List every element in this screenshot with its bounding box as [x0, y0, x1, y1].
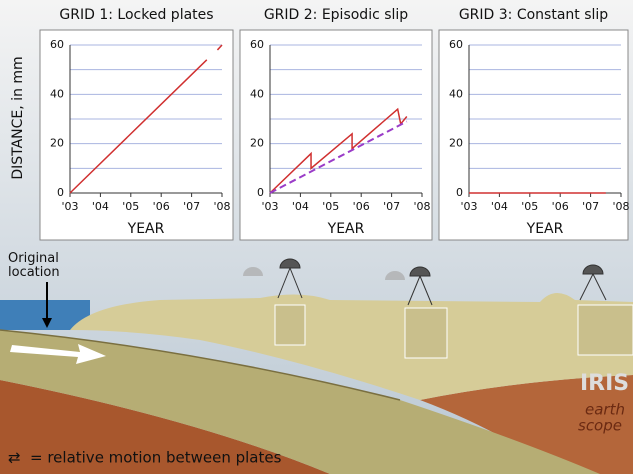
pointer-head [42, 318, 52, 328]
y-axis-label: DISTANCE, in mm [10, 56, 26, 179]
x-tick-label: '04 [292, 200, 309, 213]
x-tick-label: '03 [261, 200, 278, 213]
x-tick-label: '08 [413, 200, 430, 213]
line [269, 120, 408, 194]
y-tick-label: 20 [50, 137, 64, 150]
logo-earth: earth [585, 401, 625, 419]
y-tick-label: 40 [50, 87, 64, 100]
y-tick-label: 60 [449, 38, 463, 51]
x-tick-label: '06 [153, 200, 170, 213]
x-tick-label: '05 [122, 200, 139, 213]
x-tick-label: '04 [491, 200, 508, 213]
gps-stations [277, 258, 607, 306]
anchor-grids [274, 304, 633, 359]
x-axis-label: YEAR [327, 221, 365, 237]
y-tick-label: 0 [456, 186, 463, 199]
y-tick-label: 0 [257, 186, 264, 199]
y-tick-label: 20 [449, 137, 463, 150]
gps-ghosts [243, 267, 405, 280]
x-axis-label: YEAR [526, 221, 564, 237]
x-tick-label: '06 [552, 200, 569, 213]
chart-panel: GRID 1: Locked plates 0 20 40 60 '03 '04 '05 '06… [39, 7, 234, 241]
x-tick-label: '07 [582, 200, 599, 213]
chart-panel: GRID 3: Constant slip 0 20 40 60 '03 '04 '05 '06… [438, 7, 630, 241]
x-tick-label: '05 [322, 200, 339, 213]
mantle-right [420, 375, 633, 474]
x-tick-label: '07 [183, 200, 200, 213]
plate-arrow [10, 344, 106, 364]
logo-scope: scope [578, 417, 622, 435]
x-tick-label: '06 [353, 200, 370, 213]
chart-title: GRID 2: Episodic slip [264, 7, 408, 23]
chart-panel: GRID 2: Episodic slip 0 20 40 60 '03 '04 '05 '06… [239, 7, 433, 241]
upper-plate [70, 292, 633, 400]
y-tick-label: 20 [250, 137, 264, 150]
legend-text: = relative motion between plates [30, 449, 282, 467]
x-tick-label: '04 [92, 200, 109, 213]
x-tick-label: '08 [612, 200, 629, 213]
ocean [0, 300, 90, 330]
chart-title: GRID 1: Locked plates [59, 7, 213, 23]
x-tick-label: '08 [213, 200, 230, 213]
slab [0, 330, 600, 474]
y-tick-label: 40 [250, 87, 264, 100]
line [69, 44, 223, 194]
original-location-1: Original location [8, 251, 63, 280]
chart-title: GRID 3: Constant slip [459, 7, 608, 23]
y-tick-label: 60 [250, 38, 264, 51]
line [269, 107, 408, 194]
legend-arrows: ⇄ [8, 449, 21, 467]
x-tick-label: '03 [460, 200, 477, 213]
y-tick-label: 0 [57, 186, 64, 199]
fault [0, 329, 401, 401]
x-tick-label: '05 [521, 200, 538, 213]
x-tick-label: '07 [383, 200, 400, 213]
mantle [0, 380, 330, 474]
panel [438, 29, 629, 241]
logo-iris: IRIS [580, 371, 629, 396]
y-tick-label: 40 [449, 87, 463, 100]
y-tick-label: 60 [50, 38, 64, 51]
x-tick-label: '03 [61, 200, 78, 213]
panel [239, 29, 433, 241]
x-axis-label: YEAR [127, 221, 165, 237]
